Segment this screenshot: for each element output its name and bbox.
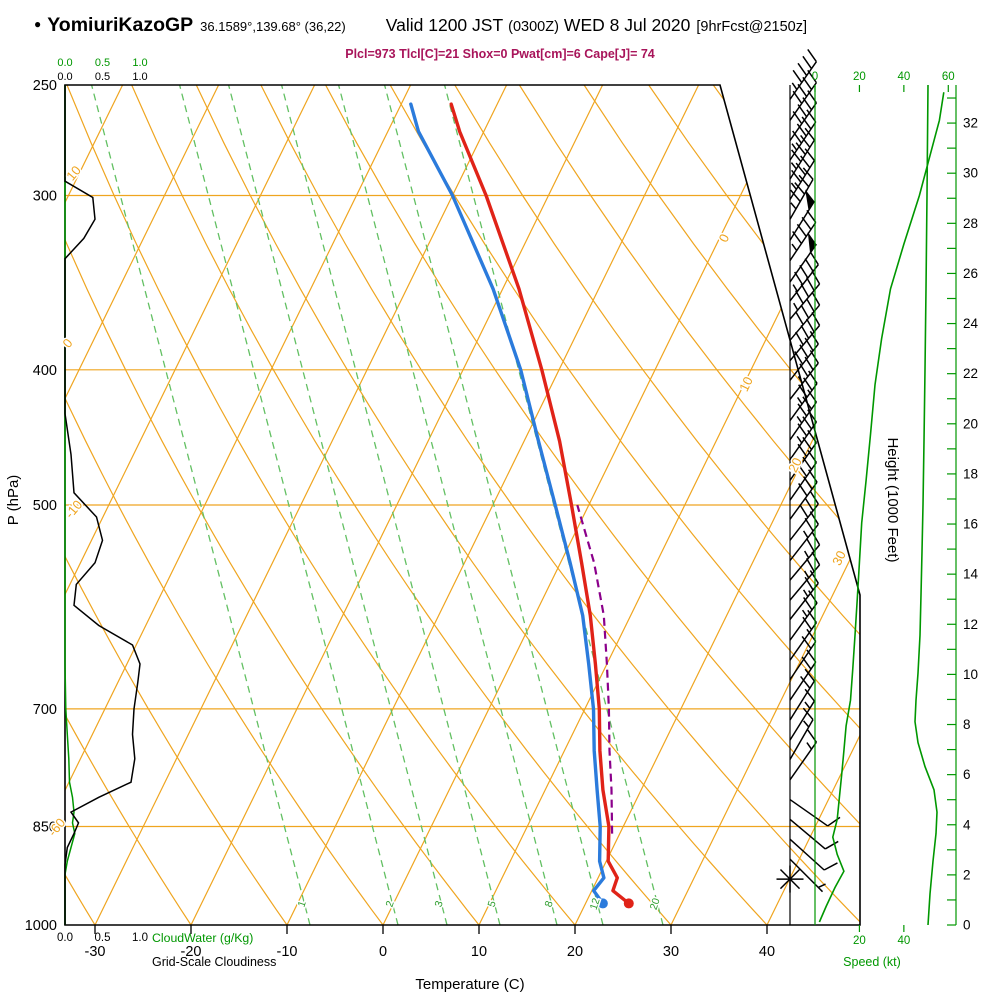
mixing-ratio-lines xyxy=(90,85,664,925)
svg-text:0.0: 0.0 xyxy=(57,71,72,83)
svg-text:32: 32 xyxy=(963,116,978,131)
svg-text:0.5: 0.5 xyxy=(95,57,110,69)
valid-time-utc: (0300Z) xyxy=(508,19,559,35)
svg-text:1.0: 1.0 xyxy=(132,932,148,944)
svg-text:20: 20 xyxy=(853,935,866,947)
svg-text:1: 1 xyxy=(296,899,309,908)
temperature-curve xyxy=(449,102,631,906)
svg-text:Grid-Scale Cloudiness: Grid-Scale Cloudiness xyxy=(152,955,276,969)
svg-text:22: 22 xyxy=(963,366,978,381)
svg-text:400: 400 xyxy=(33,363,57,379)
temp-axis-labels: -30 -20 -10 0 10 20 30 40 Temperature (C) xyxy=(85,925,775,993)
sounding-indices: Plcl=973 Tlcl[C]=21 Shox=0 Pwat[cm]=6 Ca… xyxy=(345,47,655,61)
svg-text:P (hPa): P (hPa) xyxy=(5,475,22,526)
svg-text:2: 2 xyxy=(963,867,971,882)
svg-text:1.0: 1.0 xyxy=(132,71,147,83)
svg-text:850: 850 xyxy=(33,820,57,836)
model-name: YomiuriKazoGP xyxy=(47,14,194,36)
svg-text:500: 500 xyxy=(33,498,57,514)
svg-text:60: 60 xyxy=(942,71,955,83)
plot-frame xyxy=(64,84,861,926)
svg-text:40: 40 xyxy=(897,71,910,83)
svg-text:10: 10 xyxy=(963,667,978,682)
svg-text:12: 12 xyxy=(588,897,603,912)
svg-text:0.0: 0.0 xyxy=(57,57,72,69)
svg-text:Temperature (C): Temperature (C) xyxy=(415,976,524,993)
svg-text:Height (1000 Feet): Height (1000 Feet) xyxy=(884,437,901,562)
valid-time-label: Valid 1200 JST xyxy=(385,15,504,35)
svg-text:-10: -10 xyxy=(277,944,298,960)
svg-text:0: 0 xyxy=(812,71,818,83)
svg-text:10: 10 xyxy=(63,163,84,184)
svg-text:-30: -30 xyxy=(85,944,106,960)
speed-axis: 0 20 40 60 20 40 Speed (kt) xyxy=(812,71,955,969)
svg-text:0: 0 xyxy=(379,944,387,960)
station-coordinates: 36.1589°,139.68° (36,22) xyxy=(200,19,346,34)
svg-text:Speed (kt): Speed (kt) xyxy=(843,955,901,969)
svg-text:8: 8 xyxy=(543,899,556,908)
svg-text:4: 4 xyxy=(963,817,971,832)
cloud-scale-labels: 0.0 0.0 0.0 0.5 0.5 0.5 1.0 1.0 1.0 CloudWater (g… xyxy=(57,57,276,969)
dewpoint-curve xyxy=(409,102,606,906)
cloudwater-curve xyxy=(64,85,76,925)
pressure-axis-labels: 250 300 400 500 700 850 1000 P (hPa) xyxy=(5,78,57,934)
svg-text:1000: 1000 xyxy=(25,918,57,934)
valid-date: WED 8 Jul 2020 xyxy=(563,15,691,35)
svg-text:20: 20 xyxy=(963,416,978,431)
svg-text:CloudWater (g/Kg): CloudWater (g/Kg) xyxy=(152,931,253,945)
forecast-hour-label: [9hrFcst@2150z] xyxy=(696,19,808,35)
svg-text:1.0: 1.0 xyxy=(132,57,147,69)
svg-text:12: 12 xyxy=(963,617,978,632)
svg-text:28: 28 xyxy=(963,216,978,231)
svg-text:6: 6 xyxy=(963,767,971,782)
svg-text:16: 16 xyxy=(963,517,978,532)
speed-curve xyxy=(818,92,945,923)
height-curve xyxy=(914,84,938,926)
svg-text:0: 0 xyxy=(716,231,733,244)
svg-text:24: 24 xyxy=(963,316,979,331)
svg-text:26: 26 xyxy=(963,266,978,281)
header: ● YomiuriKazoGP 36.1589°,139.68° (36,22) Va… xyxy=(34,14,807,37)
svg-text:3: 3 xyxy=(433,899,446,908)
svg-text:18: 18 xyxy=(963,466,978,481)
svg-text:30: 30 xyxy=(963,166,978,181)
svg-text:0: 0 xyxy=(963,918,971,933)
svg-text:0.5: 0.5 xyxy=(95,932,111,944)
svg-text:250: 250 xyxy=(33,78,57,94)
parcel-path-curve xyxy=(576,504,614,834)
surface-dots xyxy=(597,898,634,909)
skewt-grid xyxy=(65,85,860,925)
svg-text:-20: -20 xyxy=(181,944,202,960)
svg-text:700: 700 xyxy=(33,702,57,718)
svg-text:30: 30 xyxy=(663,944,679,960)
svg-text:20: 20 xyxy=(648,897,663,912)
svg-text:20: 20 xyxy=(853,71,866,83)
svg-text:10: 10 xyxy=(471,944,487,960)
svg-text:300: 300 xyxy=(33,188,57,204)
svg-text:40: 40 xyxy=(759,944,775,960)
svg-text:40: 40 xyxy=(897,935,910,947)
svg-text:10: 10 xyxy=(736,374,756,394)
svg-text:30: 30 xyxy=(829,548,849,568)
svg-text:0.0: 0.0 xyxy=(57,932,73,944)
svg-text:14: 14 xyxy=(963,567,979,582)
station-bullet-icon: ● xyxy=(34,17,42,31)
cloudiness-curve xyxy=(64,85,141,925)
wind-barb-column xyxy=(776,48,841,925)
svg-text:8: 8 xyxy=(963,717,971,732)
svg-text:20: 20 xyxy=(567,944,583,960)
svg-text:0.5: 0.5 xyxy=(95,71,110,83)
svg-text:0: 0 xyxy=(59,336,75,351)
